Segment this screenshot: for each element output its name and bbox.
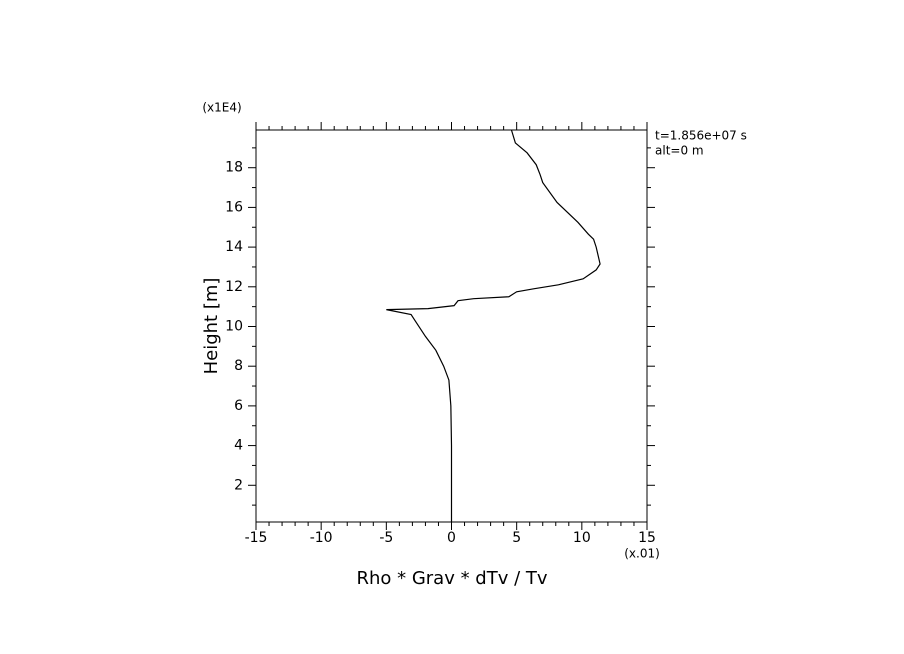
x-tick-label: 5: [512, 530, 521, 546]
x-scale-note: (x.01): [624, 547, 660, 561]
y-tick-label: 4: [234, 438, 243, 454]
y-axis-label: Height [m]: [201, 278, 222, 375]
y-tick-label: 8: [234, 358, 243, 374]
y-tick-label: 12: [225, 279, 243, 295]
y-tick-label: 14: [225, 239, 243, 255]
x-tick-label: 15: [638, 530, 656, 546]
x-tick-label: -15: [245, 530, 268, 546]
y-tick-label: 6: [234, 398, 243, 414]
data-line: [386, 129, 601, 522]
x-tick-label: 10: [573, 530, 591, 546]
annotation: alt=0 m: [655, 144, 704, 158]
x-tick-label: -5: [379, 530, 393, 546]
y-tick-label: 10: [225, 318, 243, 334]
y-tick-label: 18: [225, 160, 243, 176]
y-tick-label: 16: [225, 199, 243, 215]
x-tick-label: -10: [310, 530, 333, 546]
y-scale-note: (x1E4): [202, 101, 241, 115]
y-tick-label: 2: [234, 477, 243, 493]
annotation: t=1.856e+07 s: [655, 129, 747, 143]
x-axis-label: Rho * Grav * dTv / Tv: [356, 568, 547, 589]
x-tick-label: 0: [447, 530, 456, 546]
